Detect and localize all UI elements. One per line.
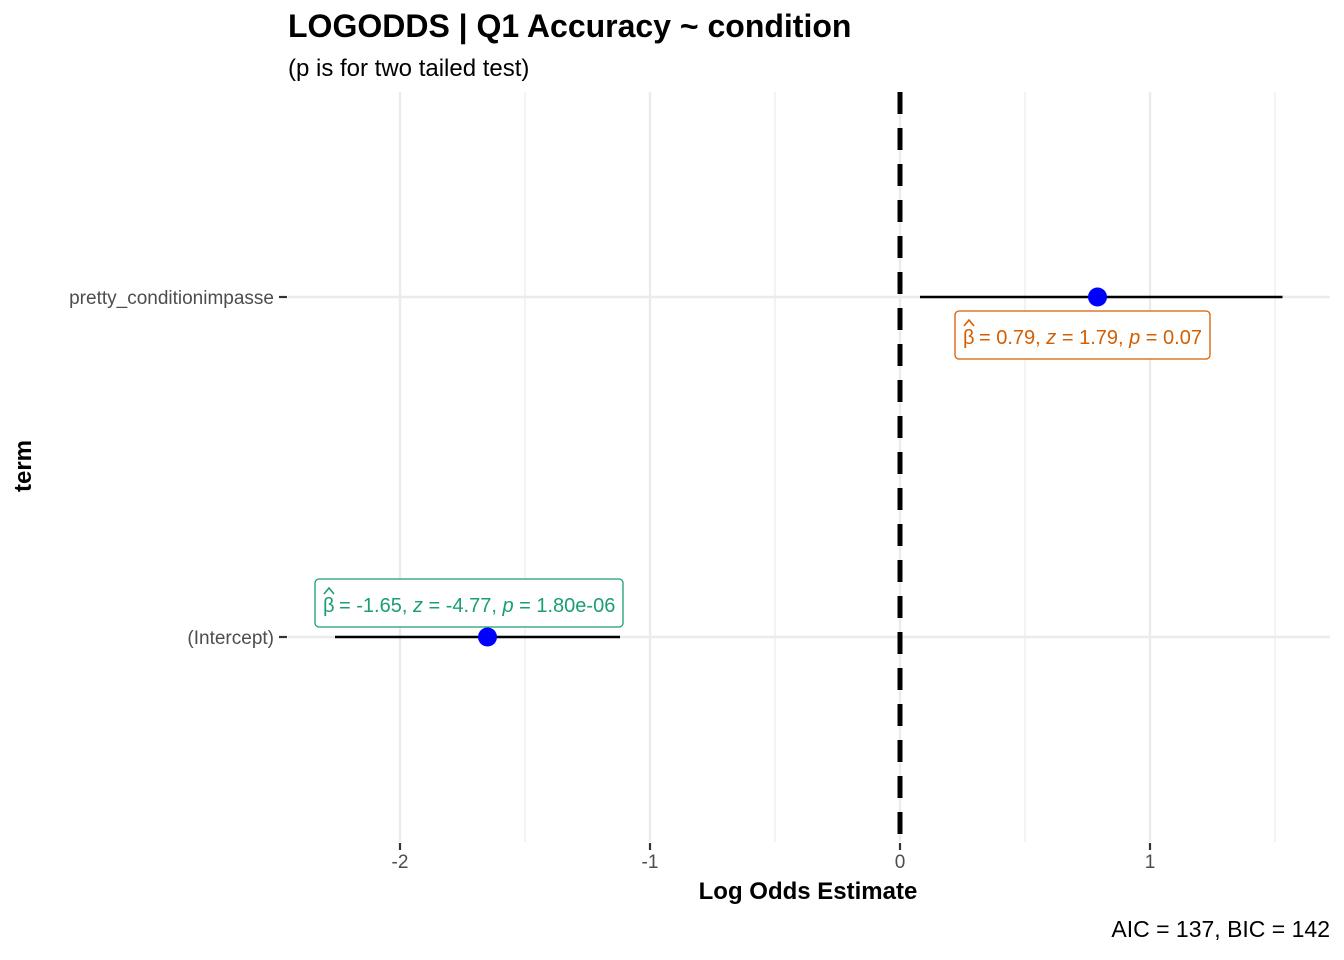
annotations: = 0.79, z = 1.79, p = 0.07β = -1.65, z =… [314, 310, 1211, 628]
x-tick-label: -1 [642, 852, 659, 873]
x-tick-label: 1 [1145, 852, 1156, 873]
estimate-label: = 0.79, z = 1.79, p = 0.07β [954, 310, 1211, 360]
x-axis: -2 -1 0 1 [392, 843, 1156, 873]
y-axis-title: term [10, 440, 37, 492]
estimate-point [1088, 287, 1107, 307]
beta-symbol: β [963, 327, 975, 349]
y-tick-label: (Intercept) [187, 628, 274, 649]
caption: AIC = 137, BIC = 142 [1111, 916, 1330, 942]
marks [335, 287, 1283, 647]
beta-hat-icon [323, 586, 335, 595]
chart-subtitle: (p is for two tailed test) [288, 55, 529, 82]
grid [288, 92, 1330, 842]
estimate-point [478, 627, 497, 647]
x-axis-title: Log Odds Estimate [699, 878, 918, 905]
x-tick-label: 0 [895, 852, 906, 873]
estimate-label-box [954, 310, 1211, 360]
estimate-label-text: = -1.65, z = -4.77, p = 1.80e-06 [339, 595, 615, 617]
x-tick-label: -2 [392, 852, 409, 873]
estimate-label: = -1.65, z = -4.77, p = 1.80e-06β [314, 578, 624, 628]
beta-symbol: β [323, 595, 335, 617]
estimate-label-box [314, 578, 624, 628]
beta-hat-icon [963, 318, 975, 327]
chart-title: LOGODDS | Q1 Accuracy ~ condition [288, 8, 851, 44]
estimate-label-text: = 0.79, z = 1.79, p = 0.07 [979, 327, 1202, 349]
y-tick-label: pretty_conditionimpasse [69, 288, 274, 309]
y-axis: pretty_conditionimpasse (Intercept) [69, 288, 287, 649]
